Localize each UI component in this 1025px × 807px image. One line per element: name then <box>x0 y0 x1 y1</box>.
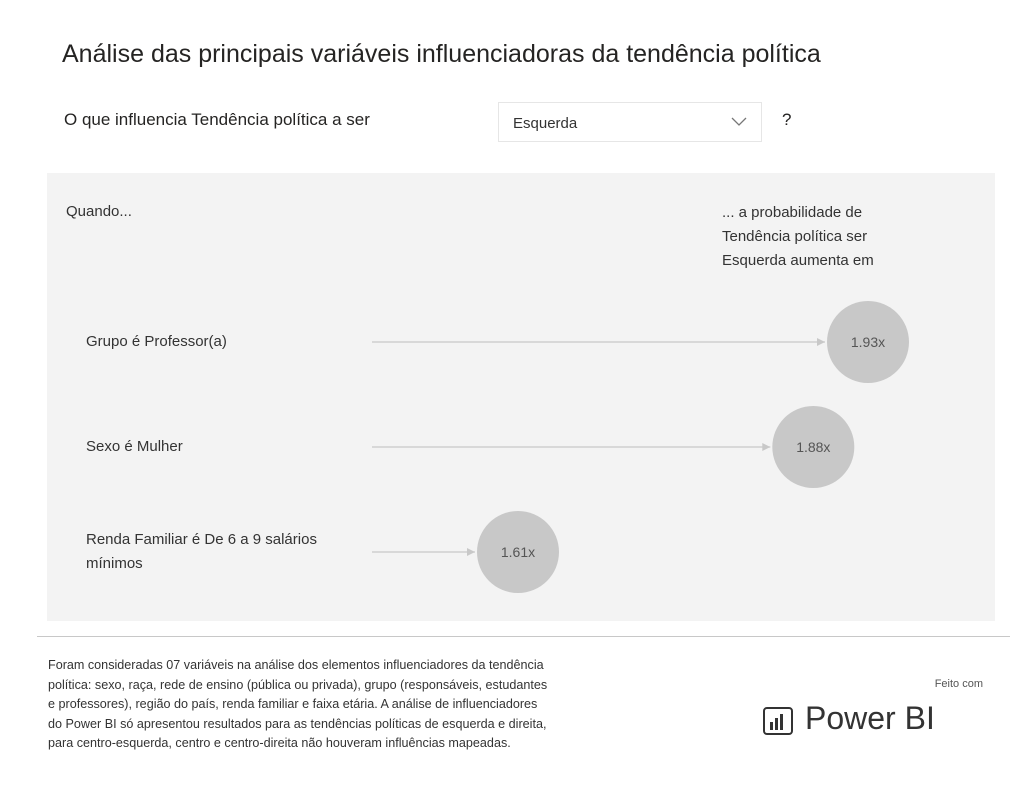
footnote-line: para centro-esquerda, centro e centro-di… <box>48 736 511 750</box>
footnote-line: e professores), região do país, renda fa… <box>48 697 538 711</box>
footnote-line: política: sexo, raça, rede de ensino (pú… <box>48 677 548 692</box>
arrow-head <box>762 443 771 451</box>
influence-bubble <box>827 301 909 383</box>
header-left: Quando... <box>66 203 132 220</box>
footnote-line: do Power BI só apresentou resultados par… <box>48 716 547 731</box>
chevron <box>731 117 747 126</box>
question-prefix: O que influencia Tendência política a se… <box>64 110 370 129</box>
powerbi-logo <box>763 707 793 735</box>
title: Análise das principais variáveis influen… <box>62 40 821 68</box>
footnote-line: Foram consideradas 07 variáveis na análi… <box>48 658 544 672</box>
influence-bubble <box>772 406 855 488</box>
dropdown-value: Esquerda <box>513 115 578 132</box>
footnote: Foram consideradas 07 variáveis na análi… <box>48 656 547 754</box>
made-with: Feito com <box>934 678 983 690</box>
arrow-head <box>467 548 475 556</box>
separator <box>37 636 1010 637</box>
influencer-label: Grupo é Professor(a) <box>86 333 227 350</box>
value-label: 1.61x <box>501 544 535 560</box>
influencer-label: Sexo é Mulher <box>86 438 183 455</box>
question-suffix: ? <box>782 110 792 129</box>
header-right: ... a probabilidade de Tendência polític… <box>722 204 874 269</box>
value-label: 1.93x <box>851 334 885 350</box>
influencer-label: Renda Familiar é De 6 a 9 salários mínim… <box>86 531 317 572</box>
dropdown[interactable]: Esquerda <box>498 102 762 142</box>
powerbi-text: Power BI <box>805 700 935 736</box>
value-label: 1.88x <box>796 439 830 455</box>
arrow-head <box>817 338 825 346</box>
influence-bubble <box>477 511 559 593</box>
